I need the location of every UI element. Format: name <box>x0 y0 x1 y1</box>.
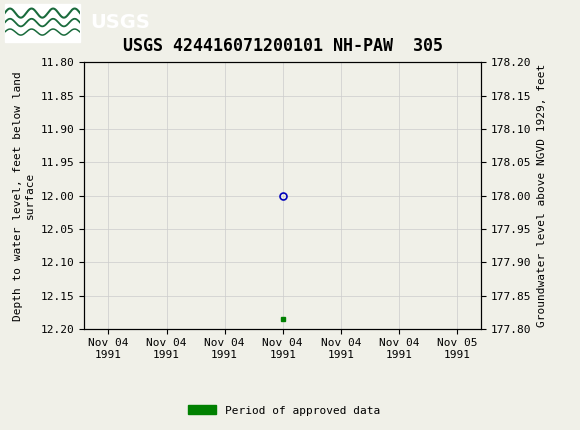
Title: USGS 424416071200101 NH-PAW  305: USGS 424416071200101 NH-PAW 305 <box>123 37 443 55</box>
Y-axis label: Depth to water level, feet below land
surface: Depth to water level, feet below land su… <box>13 71 35 320</box>
FancyBboxPatch shape <box>5 3 80 42</box>
Text: USGS: USGS <box>90 13 150 32</box>
Y-axis label: Groundwater level above NGVD 1929, feet: Groundwater level above NGVD 1929, feet <box>537 64 547 327</box>
Legend: Period of approved data: Period of approved data <box>184 401 385 420</box>
